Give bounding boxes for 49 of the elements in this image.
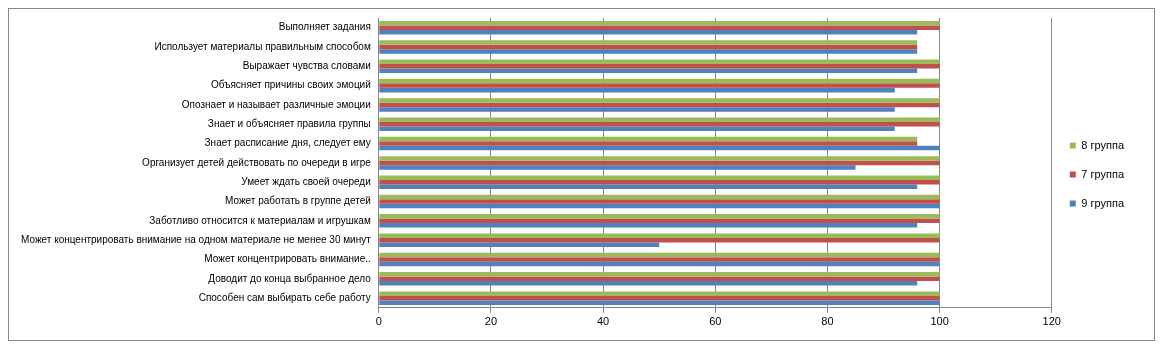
y-tick-label: Объясняет причины своих эмоций bbox=[211, 79, 371, 91]
bar bbox=[379, 300, 940, 305]
y-tick-label: Доводит до конца выбранное дело bbox=[208, 272, 372, 284]
bar bbox=[379, 184, 918, 189]
x-tick-label: 0 bbox=[375, 315, 382, 328]
y-tick-label: Умеет ждать своей очереди bbox=[241, 175, 371, 187]
bar bbox=[379, 141, 918, 146]
bar bbox=[379, 233, 940, 238]
bar bbox=[379, 214, 940, 219]
y-tick-label: Способен сам выбирать себе работу bbox=[198, 291, 371, 303]
bar bbox=[379, 199, 940, 204]
x-tick-label: 20 bbox=[484, 315, 498, 328]
x-tick-label: 60 bbox=[709, 315, 722, 328]
y-tick-label: Может концентрировать внимание на одном материале не менее 30 минут bbox=[20, 233, 372, 245]
y-tick-label: Выражает чувства словами bbox=[242, 60, 371, 72]
bar bbox=[379, 272, 940, 277]
bar bbox=[379, 49, 918, 54]
legend-label: 8 группа bbox=[1081, 138, 1125, 151]
bar bbox=[379, 242, 660, 247]
bar bbox=[379, 223, 918, 228]
bar bbox=[379, 165, 856, 170]
bar bbox=[379, 107, 895, 112]
y-tick-label: Может работать в группе детей bbox=[225, 195, 371, 207]
x-tick-label: 80 bbox=[821, 315, 834, 328]
legend-label: 9 группа bbox=[1081, 196, 1125, 209]
y-tick-label: Знает расписание дня, следует ему bbox=[204, 137, 371, 149]
y-tick-label: Использует материалы правильным способом bbox=[154, 40, 371, 52]
y-tick-label: Опознает и называет различные эмоции bbox=[181, 98, 371, 110]
bar bbox=[379, 25, 940, 30]
bar bbox=[379, 117, 940, 123]
bar bbox=[379, 64, 940, 69]
bar bbox=[379, 40, 918, 45]
y-tick-label: Может концентрировать внимание.. bbox=[204, 253, 371, 265]
bar bbox=[379, 175, 940, 180]
bar bbox=[379, 98, 940, 103]
bar bbox=[379, 257, 940, 262]
bar bbox=[379, 156, 940, 161]
bar bbox=[379, 122, 940, 127]
y-tick-label: Выполняет задания bbox=[278, 21, 371, 33]
y-tick-label: Знает и объясняет правила группы bbox=[207, 118, 371, 130]
y-tick-label: Организует детей действовать по очереди в игре bbox=[142, 156, 372, 168]
x-tick-label: 40 bbox=[597, 315, 610, 328]
x-tick-label: 120 bbox=[1042, 315, 1061, 328]
bar bbox=[379, 83, 940, 88]
legend-label: 7 группа bbox=[1081, 167, 1125, 180]
bar bbox=[379, 281, 918, 286]
bar bbox=[379, 291, 940, 296]
x-tick-label: 100 bbox=[930, 315, 949, 328]
y-tick-label: Заботливо относится к материалам и игрушкам bbox=[149, 214, 371, 226]
